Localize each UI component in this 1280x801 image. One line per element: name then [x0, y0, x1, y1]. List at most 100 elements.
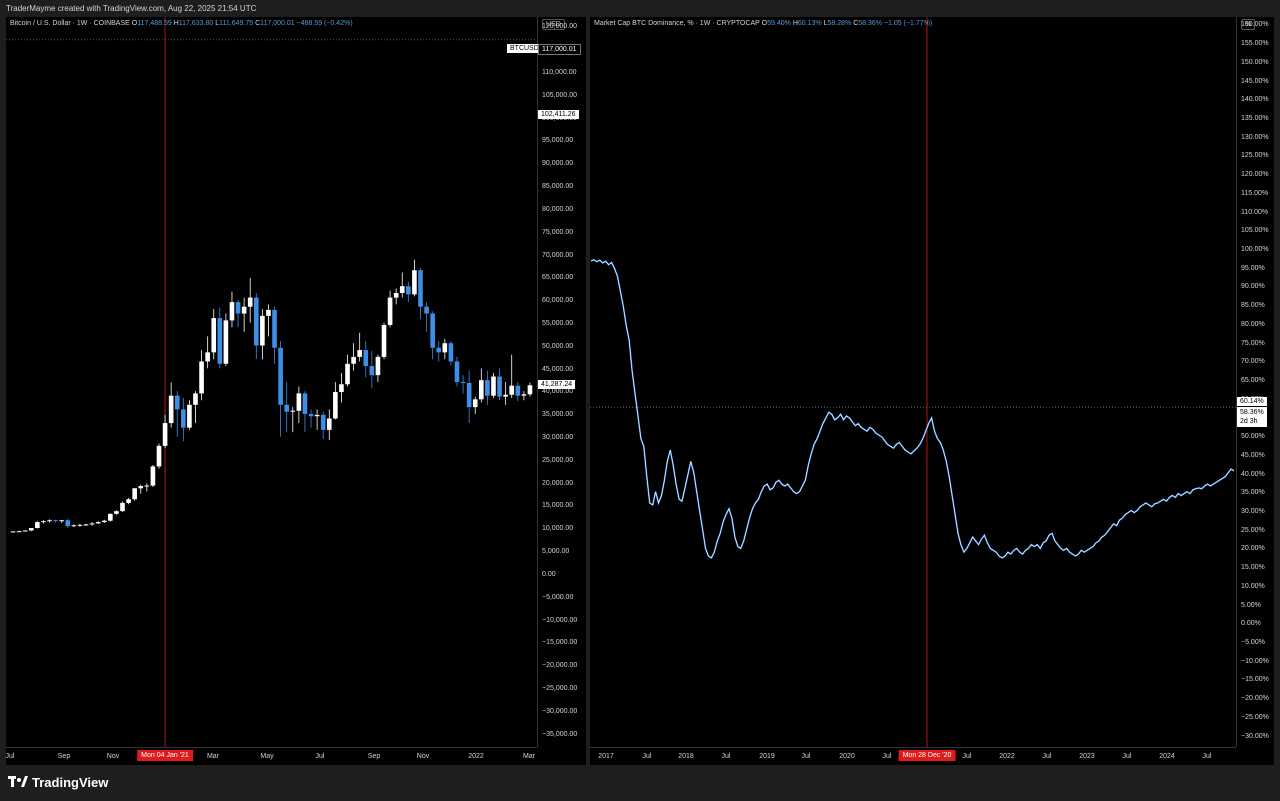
- btcusd-y-tick: −20,000.00: [542, 662, 578, 670]
- btc-dominance-y-tick: 45.00%: [1241, 451, 1265, 459]
- candle-body: [314, 414, 320, 417]
- btc-dominance-x-tick: 2023: [1079, 753, 1095, 760]
- candle-body: [272, 309, 277, 348]
- btcusd-symbol-tag: BTCUSD: [507, 44, 542, 53]
- candle-body: [454, 361, 460, 382]
- btc-dominance-y-tick: 110.00%: [1241, 208, 1269, 216]
- candle-body: [424, 306, 429, 314]
- candle-body: [448, 343, 454, 362]
- candle-body: [101, 520, 107, 523]
- btcusd-candles[interactable]: [6, 17, 537, 747]
- btcusd-x-tick: Mar: [522, 753, 536, 760]
- btc-dominance-line[interactable]: [590, 17, 1236, 747]
- candle-body: [418, 270, 423, 307]
- btc-dominance-y-tick: 115.00%: [1241, 189, 1269, 197]
- btcusd-y-tick: 75,000.00: [542, 228, 574, 236]
- btcusd-y-tick: 120,000.00: [542, 23, 578, 31]
- candle: [181, 397, 186, 442]
- candle-body: [290, 410, 296, 412]
- candle-body: [472, 399, 478, 408]
- candle-body: [120, 502, 125, 512]
- candle: [120, 501, 125, 513]
- candle-body: [217, 318, 223, 364]
- candle: [345, 354, 350, 387]
- btc-dominance-y-tick: 50.00%: [1241, 433, 1265, 441]
- btcusd-y-tick: 65,000.00: [542, 274, 574, 282]
- candle: [387, 290, 393, 328]
- candle: [290, 407, 296, 433]
- btcusd-unit-button[interactable]: USD: [542, 19, 565, 30]
- btc-dominance-y-tick: 105.00%: [1241, 227, 1269, 235]
- btcusd-y-tick: 80,000.00: [542, 205, 574, 213]
- candle: [193, 391, 198, 424]
- candle: [478, 368, 484, 403]
- btc-dominance-chart-pane[interactable]: Market Cap BTC Dominance, % · 1W · CRYPT…: [590, 17, 1274, 765]
- candle-body: [381, 324, 387, 357]
- btcusd-y-tick: −15,000.00: [542, 639, 578, 647]
- btc-dominance-plot-area[interactable]: Market Cap BTC Dominance, % · 1W · CRYPT…: [590, 17, 1236, 747]
- candle: [460, 375, 466, 394]
- btcusd-legend: Bitcoin / U.S. Dollar · 1W · COINBASE O1…: [10, 20, 353, 27]
- candle: [247, 277, 253, 323]
- candle: [363, 340, 369, 378]
- candle: [503, 382, 508, 405]
- candle-body: [174, 395, 180, 410]
- btc-dominance-y-tick: 15.00%: [1241, 564, 1265, 572]
- candle: [412, 259, 417, 297]
- btc-dominance-price-axis[interactable]: % 160.00% 155.00% 150.00% 145.00% 140.00% 135…: [1236, 17, 1275, 747]
- candle-body: [47, 520, 52, 522]
- candle: [10, 531, 16, 533]
- candle-body: [138, 486, 144, 489]
- btc-dominance-y-tick: 10.00%: [1241, 582, 1265, 590]
- candle-body: [211, 318, 217, 353]
- candle: [442, 338, 448, 360]
- candle: [485, 370, 490, 405]
- btcusd-y-tick: 70,000.00: [542, 251, 574, 259]
- btcusd-y-tick: 55,000.00: [542, 319, 574, 327]
- candle: [406, 281, 411, 303]
- btc-dominance-y-tick: 80.00%: [1241, 320, 1265, 328]
- btcusd-chart-pane[interactable]: Bitcoin / U.S. Dollar · 1W · COINBASE O1…: [6, 17, 586, 765]
- candle: [28, 528, 34, 532]
- candle-body: [223, 320, 229, 364]
- legend-symbol: Market Cap BTC Dominance, % · 1W · CRYPT…: [594, 20, 760, 27]
- candle-body: [241, 306, 247, 314]
- btc-dominance-y-tick: 20.00%: [1241, 545, 1265, 553]
- candle: [393, 288, 399, 305]
- candle-body: [126, 499, 131, 503]
- btc-dominance-unit-button[interactable]: %: [1241, 19, 1256, 30]
- candle: [521, 391, 527, 401]
- btc-dominance-x-tick: 2017: [598, 753, 614, 760]
- btc-dominance-y-tick: 30.00%: [1241, 508, 1265, 516]
- legend-high-label: H: [792, 20, 798, 27]
- btcusd-y-tick: 20,000.00: [542, 479, 574, 487]
- btcusd-plot-area[interactable]: Bitcoin / U.S. Dollar · 1W · COINBASE O1…: [6, 17, 537, 747]
- legend-change: −488.59 (−0.42%): [296, 20, 353, 27]
- candle-body: [247, 297, 253, 307]
- candle: [357, 332, 362, 362]
- btcusd-y-tick: 95,000.00: [542, 137, 574, 145]
- legend-low: 111,649.75: [219, 20, 254, 27]
- legend-change: −1.05 (−1.77%): [883, 20, 933, 27]
- btcusd-x-tick: Jul: [5, 753, 15, 760]
- candle: [138, 484, 144, 494]
- candle: [497, 368, 502, 401]
- btc-dominance-time-axis[interactable]: 2017 Jul 2018 Jul 2019 Jul 2020 Jul Jul 2022 Jul 20…: [590, 747, 1236, 765]
- candle-body: [35, 522, 40, 528]
- btc-dominance-x-tick: Jul: [721, 753, 731, 760]
- btc-dominance-y-tick: 40.00%: [1241, 470, 1265, 478]
- btc-dominance-y-tick: 125.00%: [1241, 152, 1269, 160]
- btcusd-y-tick: −25,000.00: [542, 684, 578, 692]
- btcusd-y-tick: 25,000.00: [542, 456, 574, 464]
- candle-body: [132, 488, 137, 500]
- btc-dominance-y-tick: 35.00%: [1241, 489, 1265, 497]
- tradingview-brand[interactable]: TradingView: [8, 775, 108, 790]
- btcusd-time-axis[interactable]: Jul Sep Nov Mar May Jul Sep Nov 2022 Mar Mon 04 Ja…: [6, 747, 537, 765]
- legend-close-label: C: [255, 20, 261, 27]
- legend-open-label: O: [131, 20, 138, 27]
- candle-body: [478, 380, 484, 400]
- btc-dominance-y-tick: 65.00%: [1241, 377, 1265, 384]
- btc-dominance-y-tick: 70.00%: [1241, 358, 1265, 366]
- candle: [527, 382, 533, 397]
- candle-body: [16, 531, 22, 533]
